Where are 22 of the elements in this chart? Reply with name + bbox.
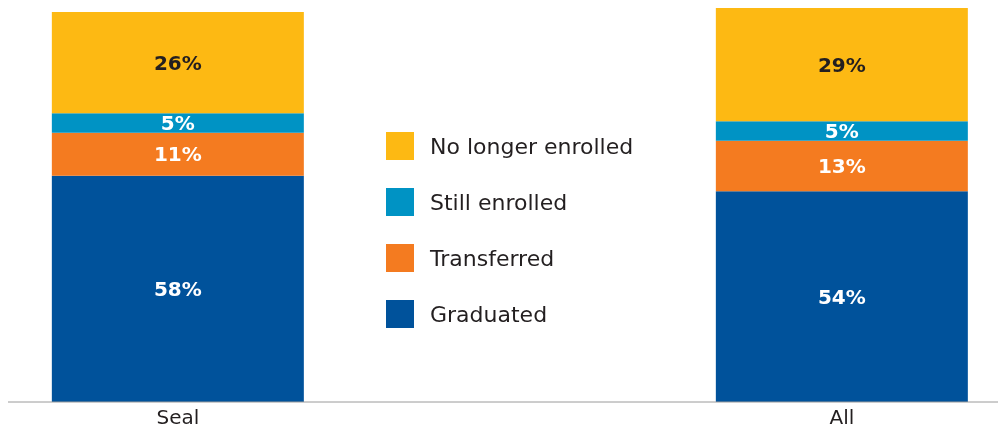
x-tick-label: Seal bbox=[156, 405, 200, 430]
bar bbox=[51, 132, 304, 176]
bar bbox=[715, 191, 968, 402]
legend-label: No longer enrolled bbox=[430, 133, 634, 159]
data-label: 26% bbox=[153, 50, 202, 75]
legend-label: Still enrolled bbox=[430, 189, 568, 215]
legend-label: Graduated bbox=[430, 301, 548, 327]
bar bbox=[715, 8, 968, 122]
data-label: 11% bbox=[153, 142, 202, 167]
bar bbox=[715, 121, 968, 141]
data-label: 29% bbox=[817, 52, 866, 77]
data-label: 5% bbox=[160, 111, 195, 136]
legend-label: Transferred bbox=[430, 245, 555, 271]
bar bbox=[715, 140, 968, 192]
bar bbox=[51, 11, 304, 114]
data-label: 54% bbox=[817, 284, 866, 309]
data-label: 58% bbox=[153, 276, 202, 301]
bar bbox=[51, 175, 304, 402]
data-label: 13% bbox=[817, 154, 866, 179]
data-label: 5% bbox=[824, 118, 859, 143]
x-tick-label: All bbox=[829, 405, 855, 430]
bar bbox=[51, 113, 304, 133]
